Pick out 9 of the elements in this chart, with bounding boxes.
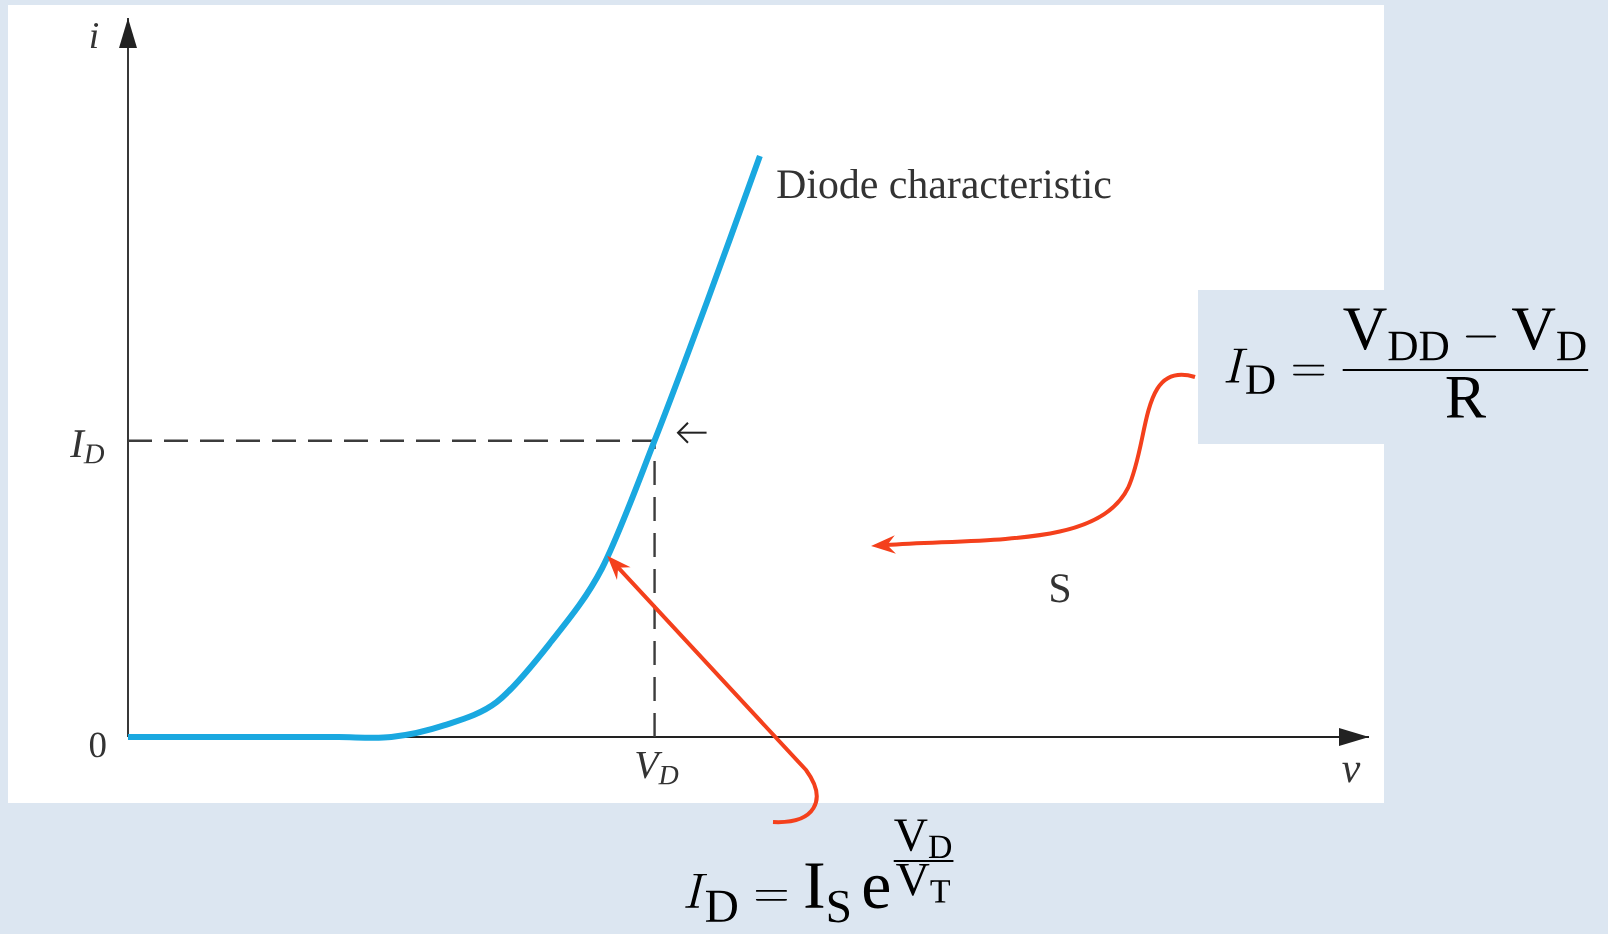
text: v bbox=[1342, 762, 1361, 783]
text: $I_{\mathrm{D}} = \mathrm{I_{S}}\,\mathrm{e}^{\tfrac{\mathrm{V_{D}}}{\mathrm{V_{T}}}}$ bbox=[685, 819, 954, 923]
text: $I_{\mathrm{D}} = \frac{\mathrm{V_{DD}} - \mathrm{V_{D}}}{\mathrm{R}}$ bbox=[1225, 308, 1589, 418]
annotation: 0 bbox=[89, 732, 106, 758]
ref-line-label: I$_{D}$ bbox=[70, 430, 105, 464]
text: S bbox=[1051, 574, 1070, 603]
annotation: Diode characteristic bbox=[777, 168, 1111, 199]
y-axis-title: i bbox=[90, 22, 99, 48]
text: V$_{D}$ bbox=[636, 751, 679, 785]
